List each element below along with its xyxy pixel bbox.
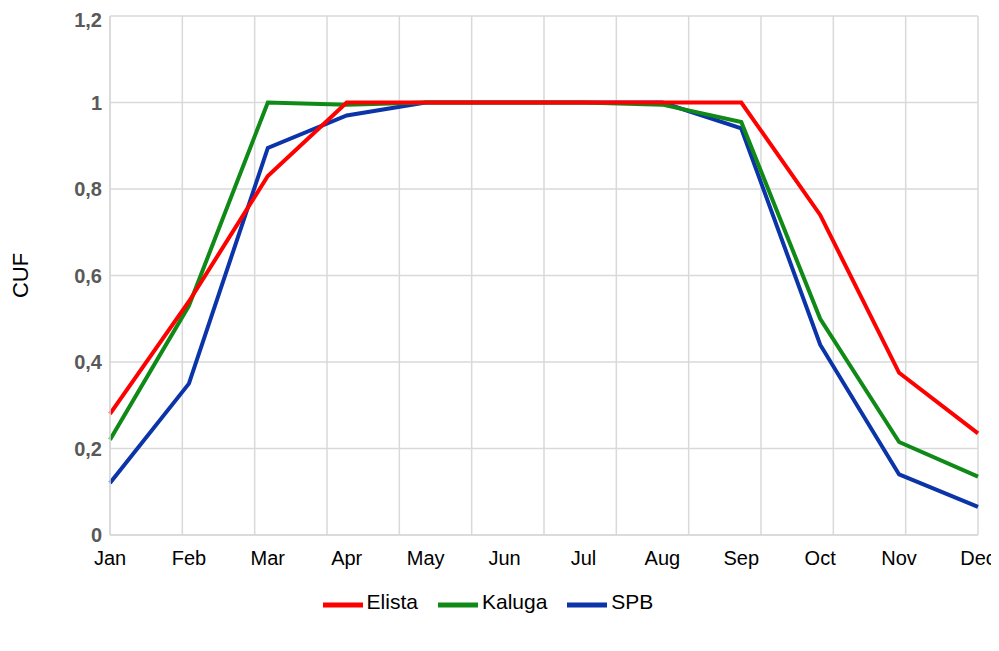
svg-text:Jul: Jul <box>571 547 597 569</box>
svg-text:May: May <box>407 547 445 569</box>
svg-text:0,2: 0,2 <box>74 438 102 460</box>
svg-text:Sep: Sep <box>723 547 759 569</box>
svg-text:Oct: Oct <box>805 547 837 569</box>
html-text:Kaluga: Kaluga <box>482 590 548 614</box>
svg-text:0,6: 0,6 <box>74 265 102 287</box>
svg-text:1,2: 1,2 <box>74 9 102 31</box>
svg-text:Mar: Mar <box>251 547 286 569</box>
svg-text:Jan: Jan <box>94 547 126 569</box>
html-text:SPB: SPB <box>611 590 654 614</box>
svg-text:0,8: 0,8 <box>74 178 102 200</box>
svg-text:Jun: Jun <box>488 547 520 569</box>
svg-text:0: 0 <box>91 524 102 546</box>
svg-text:Nov: Nov <box>881 547 917 569</box>
svg-text:0,4: 0,4 <box>74 351 103 373</box>
html-text:Elista: Elista <box>366 590 418 614</box>
svg-text:1: 1 <box>91 92 102 114</box>
svg-text:Feb: Feb <box>172 547 206 569</box>
svg-text:Dec: Dec <box>960 547 991 569</box>
svg-text:Aug: Aug <box>645 547 681 569</box>
svg-text:Apr: Apr <box>331 547 362 569</box>
svg-text:CUF: CUF <box>8 253 33 298</box>
